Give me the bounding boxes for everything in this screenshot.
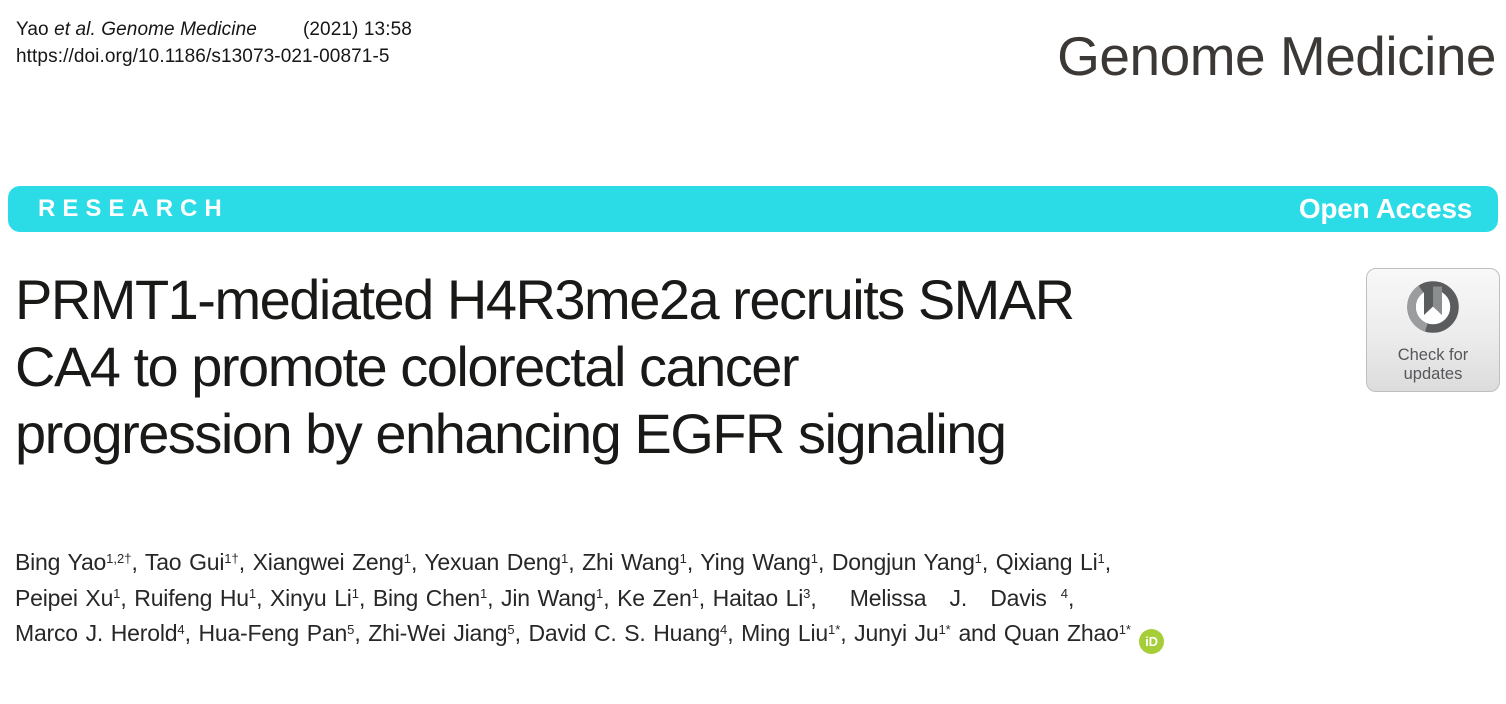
authors-block: Bing Yao1,2†, Tao Gui1†, Xiangwei Zeng1,… (15, 545, 1495, 655)
author-line-2: Peipei Xu1, Ruifeng Hu1, Xinyu Li1, Bing… (15, 584, 1075, 611)
title-line-3: progression by enhancing EGFR signaling (15, 402, 1007, 465)
orcid-icon[interactable]: iD (1138, 629, 1164, 655)
check-badge-label: Check for updates (1397, 346, 1469, 383)
research-banner: RESEARCH Open Access (8, 186, 1498, 232)
citation-block: Yao et al. Genome Medicine (2021) 13:58 h… (16, 16, 412, 70)
citation-line: Yao et al. Genome Medicine (2021) 13:58 (16, 19, 412, 40)
journal-name: Genome Medicine (1057, 25, 1496, 87)
title-line-1: PRMT1-mediated H4R3me2a recruits SMAR (15, 268, 1075, 331)
citation-doi-link[interactable]: https://doi.org/10.1186/s13073-021-00871… (16, 46, 390, 67)
title-line-2: CA4 to promote colorectal cancer (15, 335, 800, 398)
check-for-updates-badge[interactable]: Check for updates (1366, 268, 1500, 392)
open-access-label: Open Access (1298, 193, 1472, 224)
author-line-1: Bing Yao1,2†, Tao Gui1†, Xiangwei Zeng1,… (15, 549, 1111, 575)
section-label: RESEARCH (38, 195, 229, 222)
crossmark-icon (1404, 278, 1462, 341)
author-line-3: Marco J. Herold4, Hua-Feng Pan5, Zhi-Wei… (15, 616, 1495, 655)
article-title: PRMT1-mediated H4R3me2a recruits SMAR CA… (15, 266, 1075, 467)
